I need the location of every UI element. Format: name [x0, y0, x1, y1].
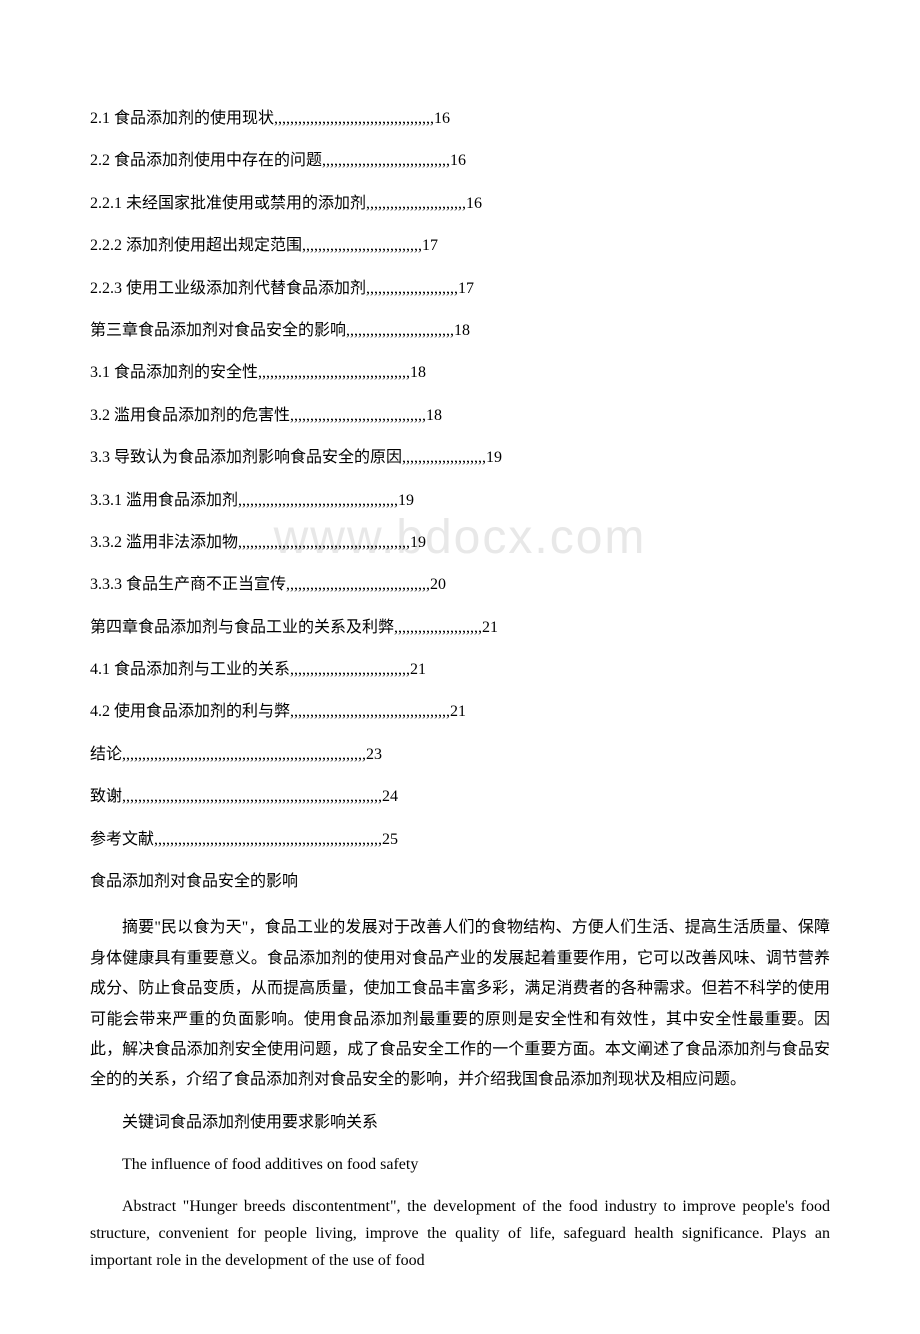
toc-line: 3.3.2 滥用非法添加物,,,,,,,,,,,,,,,,,,,,,,,,,,,…: [90, 524, 830, 562]
toc-line: 2.2.1 未经国家批准使用或禁用的添加剂,,,,,,,,,,,,,,,,,,,…: [90, 185, 830, 223]
keywords-cn: 关键词食品添加剂使用要求影响关系: [90, 1108, 830, 1138]
toc-line: 3.1 食品添加剂的安全性,,,,,,,,,,,,,,,,,,,,,,,,,,,…: [90, 354, 830, 392]
toc-line: 2.2 食品添加剂使用中存在的问题,,,,,,,,,,,,,,,,,,,,,,,…: [90, 142, 830, 180]
toc-line: 3.2 滥用食品添加剂的危害性,,,,,,,,,,,,,,,,,,,,,,,,,…: [90, 397, 830, 435]
toc-line: 2.2.3 使用工业级添加剂代替食品添加剂,,,,,,,,,,,,,,,,,,,…: [90, 270, 830, 308]
toc-line: 结论,,,,,,,,,,,,,,,,,,,,,,,,,,,,,,,,,,,,,,…: [90, 736, 830, 774]
toc-line: 3.3 导致认为食品添加剂影响食品安全的原因,,,,,,,,,,,,,,,,,,…: [90, 439, 830, 477]
toc-line: 2.2.2 添加剂使用超出规定范围,,,,,,,,,,,,,,,,,,,,,,,…: [90, 227, 830, 265]
toc-line: 参考文献,,,,,,,,,,,,,,,,,,,,,,,,,,,,,,,,,,,,…: [90, 821, 830, 859]
toc-line: 3.3.3 食品生产商不正当宣传,,,,,,,,,,,,,,,,,,,,,,,,…: [90, 566, 830, 604]
toc-line: 4.1 食品添加剂与工业的关系,,,,,,,,,,,,,,,,,,,,,,,,,…: [90, 651, 830, 689]
abstract-en-text: Abstract "Hunger breeds discontentment",…: [90, 1198, 830, 1269]
page-content: 2.1 食品添加剂的使用现状,,,,,,,,,,,,,,,,,,,,,,,,,,…: [90, 100, 830, 1274]
abstract-cn: 摘要"民以食为天"，食品工业的发展对于改善人们的食物结构、方便人们生活、提高生活…: [90, 913, 830, 1095]
toc-line: 4.2 使用食品添加剂的利与弊,,,,,,,,,,,,,,,,,,,,,,,,,…: [90, 693, 830, 731]
toc-line: 第四章食品添加剂与食品工业的关系及利弊,,,,,,,,,,,,,,,,,,,,,…: [90, 609, 830, 647]
article-title-en: The influence of food additives on food …: [90, 1150, 830, 1180]
toc-line: 第三章食品添加剂对食品安全的影响,,,,,,,,,,,,,,,,,,,,,,,,…: [90, 312, 830, 350]
abstract-en: Abstract "Hunger breeds discontentment",…: [90, 1193, 830, 1275]
toc-line: 3.3.1 滥用食品添加剂,,,,,,,,,,,,,,,,,,,,,,,,,,,…: [90, 482, 830, 520]
article-title-cn: 食品添加剂对食品安全的影响: [90, 863, 830, 901]
table-of-contents: 2.1 食品添加剂的使用现状,,,,,,,,,,,,,,,,,,,,,,,,,,…: [90, 100, 830, 859]
toc-line: 致谢,,,,,,,,,,,,,,,,,,,,,,,,,,,,,,,,,,,,,,…: [90, 778, 830, 816]
toc-line: 2.1 食品添加剂的使用现状,,,,,,,,,,,,,,,,,,,,,,,,,,…: [90, 100, 830, 138]
